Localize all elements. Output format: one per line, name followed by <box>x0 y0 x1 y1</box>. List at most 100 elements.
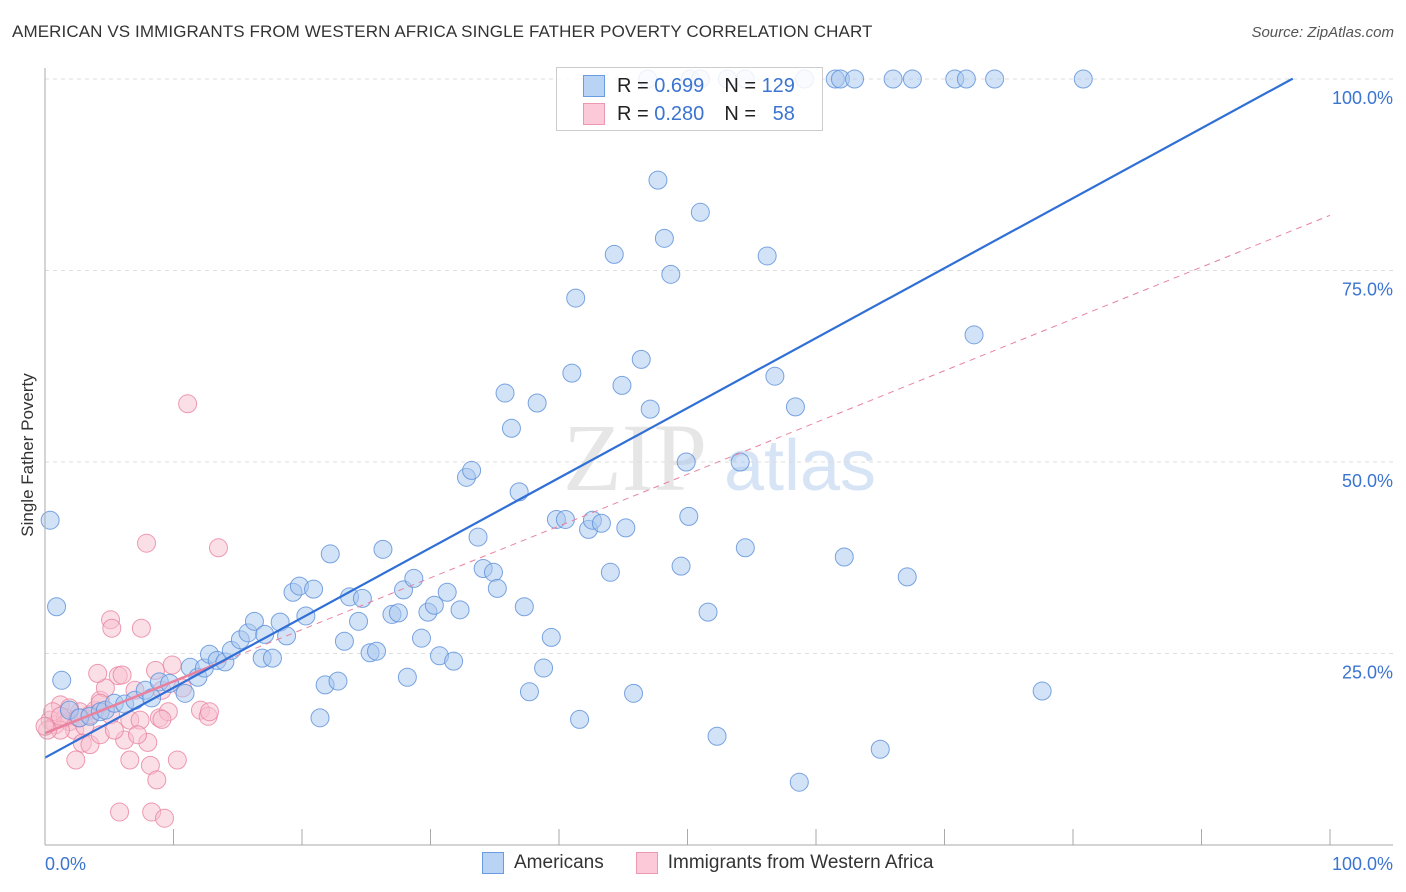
r-label: R = <box>617 74 649 97</box>
americans-point <box>244 611 264 631</box>
americans-point <box>679 506 699 526</box>
americans-point <box>616 518 636 538</box>
immigrants-point <box>112 665 132 685</box>
americans-point <box>52 670 72 690</box>
chart-title: AMERICAN VS IMMIGRANTS FROM WESTERN AFRI… <box>12 22 873 41</box>
americans-point <box>757 246 777 266</box>
americans-point <box>334 631 354 651</box>
americans-point <box>437 582 457 602</box>
americans-point <box>555 509 575 529</box>
americans-point <box>600 562 620 582</box>
chart-source: Source: ZipAtlas.com <box>1251 24 1394 41</box>
americans-point <box>789 772 809 792</box>
americans-point <box>902 69 922 89</box>
immigrants-point <box>102 618 122 638</box>
legend-americans: Americans <box>514 852 604 873</box>
immigrants-swatch <box>583 103 605 125</box>
immigrants-point <box>208 538 228 558</box>
americans-point <box>367 641 387 661</box>
immigrants-swatch <box>635 852 658 874</box>
immigrants-point <box>178 394 198 414</box>
americans-point <box>897 567 917 587</box>
americans-point <box>624 683 644 703</box>
americans-point <box>304 579 324 599</box>
americans-point <box>328 671 348 691</box>
americans-point <box>404 568 424 588</box>
y-tick-label: 75.0% <box>1342 280 1393 300</box>
watermark-atlas: atlas <box>724 426 876 506</box>
americans-point <box>870 739 890 759</box>
americans-point <box>964 325 984 345</box>
americans-point <box>985 69 1005 89</box>
americans-point <box>450 600 470 620</box>
r-value: 0.699 <box>654 74 705 97</box>
legend-row-americans: R = 0.699 N = 129 <box>583 74 795 98</box>
americans-point <box>676 452 696 472</box>
n-label: N = <box>724 102 756 125</box>
americans-point <box>175 683 195 703</box>
americans-point <box>883 69 903 89</box>
americans-point <box>424 595 444 615</box>
americans-point <box>462 460 482 480</box>
y-tick-label: 50.0% <box>1342 471 1393 491</box>
americans-point <box>541 627 561 647</box>
americans-point <box>566 288 586 308</box>
immigrants-point <box>162 655 182 675</box>
americans-point <box>648 170 668 190</box>
immigrants-point <box>167 750 187 770</box>
americans-point <box>631 349 651 369</box>
americans-point <box>534 658 554 678</box>
americans-point <box>640 399 660 419</box>
immigrants-point <box>137 533 157 553</box>
americans-point <box>765 366 785 386</box>
americans-point <box>444 651 464 671</box>
immigrants-point <box>120 750 140 770</box>
americans-point <box>1032 681 1052 701</box>
americans-point <box>310 708 330 728</box>
americans-point <box>483 562 503 582</box>
americans-point <box>509 482 529 502</box>
americans-point <box>514 597 534 617</box>
americans-swatch <box>583 75 605 97</box>
americans-point <box>834 547 854 567</box>
americans-point <box>349 611 369 631</box>
y-tick-label: 25.0% <box>1342 663 1393 683</box>
americans-point <box>501 418 521 438</box>
x-tick-label: 100.0% <box>1332 854 1393 874</box>
immigrants-point <box>128 725 148 745</box>
americans-point <box>845 69 865 89</box>
n-label: N = <box>724 74 756 97</box>
americans-point <box>604 244 624 264</box>
americans-point <box>785 397 805 417</box>
americans-point <box>671 556 691 576</box>
immigrants-point <box>152 709 172 729</box>
americans-swatch <box>482 852 504 874</box>
americans-point <box>591 513 611 533</box>
americans-point <box>612 375 632 395</box>
americans-point <box>47 597 67 617</box>
x-tick-label: 0.0% <box>45 854 86 874</box>
legend-row-immigrants: R = 0.280 N = 58 <box>583 102 795 126</box>
americans-point <box>487 578 507 598</box>
americans-point <box>661 264 681 284</box>
legend-box: R = 0.699 N = 129 R = 0.280 N = 58 <box>556 67 823 131</box>
americans-point <box>730 452 750 472</box>
americans-point <box>388 603 408 623</box>
r-value: 0.280 <box>654 102 705 125</box>
americans-point <box>262 648 282 668</box>
americans-point <box>654 228 674 248</box>
immigrants-point <box>88 663 108 683</box>
americans-point <box>40 510 60 530</box>
legend-immigrants: Immigrants from Western Africa <box>667 852 934 873</box>
americans-point <box>519 682 539 702</box>
americans-point <box>570 709 590 729</box>
y-tick-label: 100.0% <box>1332 88 1393 108</box>
americans-point <box>468 527 488 547</box>
americans-point <box>562 363 582 383</box>
americans-point <box>735 538 755 558</box>
immigrants-trendline-extension <box>224 214 1331 662</box>
n-value: 129 <box>761 74 795 97</box>
immigrants-point <box>147 770 167 790</box>
